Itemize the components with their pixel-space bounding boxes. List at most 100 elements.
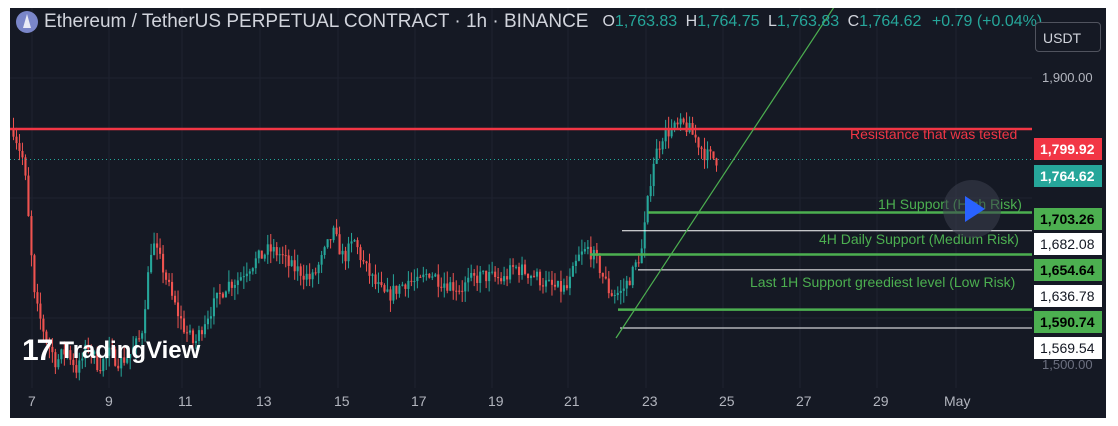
candle-body xyxy=(640,248,643,264)
candle-body xyxy=(556,280,560,287)
candle-body xyxy=(135,338,138,348)
low-value: 1,763.83 xyxy=(776,13,840,30)
candle-body xyxy=(236,280,239,285)
candle-body xyxy=(66,350,69,355)
symbol-title[interactable]: Ethereum / TetherUS PERPETUAL CONTRACT ·… xyxy=(44,11,589,32)
replay-play-button[interactable] xyxy=(943,180,1001,238)
candle-body xyxy=(544,280,548,287)
support-last-annotation[interactable]: Last 1H Support greediest level (Low Ris… xyxy=(750,274,1016,290)
candle-body xyxy=(209,316,212,319)
price-tag-support-last: 1,590.74 xyxy=(1034,311,1102,333)
candle-body xyxy=(54,352,57,368)
candle-body xyxy=(362,260,365,262)
resistance-annotation[interactable]: Resistance that was tested xyxy=(850,126,1018,142)
candle-body xyxy=(559,280,562,292)
candle-body xyxy=(87,344,90,350)
candle-body xyxy=(607,278,610,294)
candle-body xyxy=(18,143,21,151)
candle-body xyxy=(553,284,557,287)
candle-body xyxy=(263,254,266,259)
time-tick-label: 13 xyxy=(256,393,272,409)
currency-button[interactable]: USDT xyxy=(1035,22,1101,52)
candle-body xyxy=(404,284,407,289)
candle-body xyxy=(637,262,640,264)
price-tag-white-1: 1,682.08 xyxy=(1034,233,1102,255)
candle-body xyxy=(176,302,180,317)
candle-body xyxy=(476,275,479,283)
candle-body xyxy=(308,273,311,280)
candle-body xyxy=(443,283,446,288)
price-tick-label: 1,900.00 xyxy=(1042,70,1093,85)
candle-body xyxy=(248,271,251,274)
candle-body xyxy=(305,273,308,280)
candle-body xyxy=(455,290,458,292)
candle-body xyxy=(48,341,51,347)
candle-body xyxy=(317,264,320,274)
candle-body xyxy=(506,276,509,280)
tradingview-logo[interactable]: 17 TradingView xyxy=(22,334,200,368)
time-tick-label: 7 xyxy=(28,393,36,409)
candle-body xyxy=(616,292,619,296)
price-tag-support-4h: 1,654.64 xyxy=(1034,259,1102,281)
candle-body xyxy=(194,341,198,344)
candle-body xyxy=(700,147,703,149)
candle-body xyxy=(392,285,395,301)
candle-body xyxy=(105,355,108,359)
candle-body xyxy=(111,347,114,350)
candle-body xyxy=(117,365,120,369)
candle-body xyxy=(431,276,434,278)
candle-body xyxy=(491,271,494,273)
candle-body xyxy=(275,247,278,256)
candle-body xyxy=(338,234,341,255)
candle-body xyxy=(132,347,135,355)
price-tag-white-2: 1,636.78 xyxy=(1034,285,1102,307)
candle-body xyxy=(159,247,162,254)
candle-body xyxy=(658,148,661,150)
candle-body xyxy=(21,150,24,158)
symbol-header: Ethereum / TetherUS PERPETUAL CONTRACT ·… xyxy=(10,8,1042,36)
candle-body xyxy=(538,271,542,286)
candle-body xyxy=(162,253,165,273)
candle-body xyxy=(625,280,628,289)
candle-body xyxy=(254,258,257,269)
candle-body xyxy=(230,281,233,288)
candle-body xyxy=(96,351,99,371)
candle-body xyxy=(200,330,204,335)
candle-body xyxy=(150,254,153,273)
candle-body xyxy=(129,354,132,359)
candle-body xyxy=(15,136,18,144)
candle-body xyxy=(523,264,527,274)
candle-body xyxy=(311,272,314,280)
candle-body xyxy=(515,266,518,268)
candle-body xyxy=(341,250,344,255)
candle-body xyxy=(667,128,670,137)
tradingview-logo-icon: 17 xyxy=(22,334,53,367)
candle-body xyxy=(72,359,75,366)
candle-body xyxy=(488,272,491,282)
time-tick-label: 23 xyxy=(642,393,658,409)
time-axis[interactable] xyxy=(10,388,1106,418)
candle-body xyxy=(479,271,482,283)
candle-body xyxy=(416,276,419,282)
price-tag-support-1h: 1,703.26 xyxy=(1034,208,1102,230)
candle-body xyxy=(27,175,30,217)
candle-body xyxy=(347,243,350,262)
candle-body xyxy=(320,255,323,265)
high-label: H xyxy=(685,13,698,30)
candle-body xyxy=(589,246,592,260)
candle-body xyxy=(185,332,189,334)
ohlc-readout: O1,763.83 H1,764.75 L1,763.83 C1,764.62 … xyxy=(598,13,1042,31)
candle-body xyxy=(69,350,72,360)
candle-body xyxy=(428,273,431,278)
candle-body xyxy=(715,158,718,166)
candle-body xyxy=(407,280,410,289)
candle-body xyxy=(218,292,221,294)
candle-body xyxy=(485,270,488,282)
candle-body xyxy=(371,274,374,276)
candle-body xyxy=(335,227,338,235)
support-4h-annotation[interactable]: 4H Daily Support (Medium Risk) xyxy=(819,231,1019,247)
candle-body xyxy=(203,324,207,335)
candle-body xyxy=(661,141,664,150)
chart-canvas[interactable] xyxy=(10,8,1032,388)
candle-body xyxy=(497,277,500,279)
